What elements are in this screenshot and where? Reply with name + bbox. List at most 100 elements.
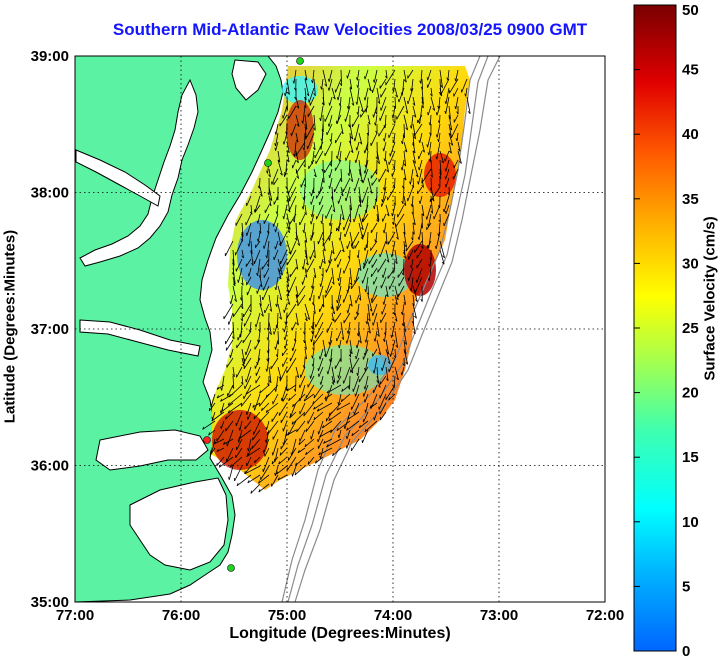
velocity-arrow <box>307 411 315 424</box>
velocity-arrow <box>390 339 396 357</box>
velocity-arrow <box>319 348 324 360</box>
velocity-arrow <box>349 348 352 358</box>
velocity-arrow <box>262 456 270 472</box>
velocity-arrow <box>363 249 369 266</box>
velocity-arrow <box>393 213 396 225</box>
velocity-arrow <box>347 411 360 420</box>
velocity-arrow-head <box>341 217 345 221</box>
velocity-arrow <box>398 87 405 103</box>
velocity-arrow <box>236 366 243 378</box>
velocity-arrow <box>321 213 324 224</box>
velocity-arrow <box>326 123 333 136</box>
velocity-arrow <box>411 258 414 269</box>
x-tick-label: 76:00 <box>162 607 200 624</box>
velocity-arrow-head <box>327 123 330 127</box>
velocity-arrow-head <box>417 236 420 240</box>
velocity-arrow <box>261 258 270 270</box>
station-marker-2 <box>264 159 272 167</box>
velocity-arrow-head <box>306 93 310 97</box>
velocity-arrow <box>211 438 216 454</box>
velocity-arrow-head <box>278 243 282 247</box>
velocity-arrow <box>346 240 351 249</box>
velocity-arrow <box>397 267 405 278</box>
velocity-arrow-head <box>213 441 217 445</box>
plot-frame <box>74 55 606 603</box>
velocity-arrow-head <box>319 265 321 270</box>
colorbar-tick-label: 20 <box>682 385 699 402</box>
velocity-arrow-head <box>376 219 379 223</box>
velocity-arrow <box>291 438 297 456</box>
velocity-arrow <box>322 231 333 247</box>
velocity-arrow <box>277 474 288 481</box>
velocity-arrow-head <box>295 266 299 270</box>
velocity-arrow-head <box>438 184 441 188</box>
velocity-arrow <box>216 384 225 390</box>
velocity-arrow <box>232 249 235 266</box>
velocity-arrow-head <box>230 464 232 468</box>
velocity-arrow-head <box>245 232 248 236</box>
velocity-arrow <box>372 312 378 326</box>
velocity-arrow <box>383 222 387 234</box>
velocity-arrow <box>210 393 216 407</box>
velocity-arrow <box>326 384 342 394</box>
velocity-arrow <box>216 429 225 442</box>
velocity-arrow <box>331 267 335 285</box>
velocity-arrow-head <box>305 262 309 266</box>
velocity-arrow-head <box>447 192 450 196</box>
velocity-arrow-head <box>220 398 223 402</box>
velocity-arrow-head <box>350 351 353 355</box>
velocity-arrow <box>358 186 362 203</box>
velocity-arrow <box>228 312 234 325</box>
velocity-arrow <box>216 393 225 399</box>
velocity-arrow-head <box>310 325 313 329</box>
velocity-arrow-head <box>296 375 300 378</box>
velocity-arrow <box>374 330 378 342</box>
velocity-arrow-head <box>253 416 256 420</box>
velocity-arrow <box>330 348 333 363</box>
velocity-arrow-head <box>216 448 219 452</box>
velocity-arrow-head <box>363 262 365 266</box>
velocity-arrow-head <box>319 434 322 438</box>
velocity-arrow <box>253 411 261 420</box>
velocity-arrow-head <box>364 76 366 80</box>
velocity-arrow <box>312 357 315 367</box>
velocity-arrow <box>380 312 387 323</box>
velocity-arrow-head <box>338 282 341 287</box>
velocity-arrow <box>411 195 414 207</box>
velocity-arrow <box>362 267 369 284</box>
velocity-arrow-head <box>244 470 248 474</box>
velocity-arrow <box>304 168 306 187</box>
velocity-arrow <box>465 87 468 97</box>
velocity-arrow-head <box>310 436 312 440</box>
velocity-arrow <box>266 240 270 259</box>
velocity-arrow-head <box>239 297 243 301</box>
velocity-arrow <box>426 222 432 230</box>
velocity-arrow <box>382 213 387 222</box>
velocity-arrow <box>367 78 372 91</box>
velocity-arrow <box>247 447 252 456</box>
velocity-arrow <box>378 393 387 410</box>
velocity-arrow <box>385 384 396 400</box>
velocity-arrow <box>397 204 405 218</box>
velocity-arrow <box>427 132 432 148</box>
velocity-arrow-head <box>293 87 297 91</box>
velocity-arrow <box>305 123 315 140</box>
x-tick-label: 75:00 <box>268 607 306 624</box>
velocity-arrow <box>340 393 351 403</box>
velocity-arrow <box>300 366 306 378</box>
velocity-arrow <box>438 132 441 142</box>
velocity-arrow <box>271 456 279 465</box>
velocity-arrow <box>271 168 279 185</box>
velocity-arrow <box>307 456 315 465</box>
velocity-arrow-head <box>269 198 273 201</box>
x-axis-label: Longitude (Degrees:Minutes) <box>229 625 451 642</box>
velocity-arrow-head <box>321 273 324 277</box>
velocity-arrow <box>275 222 279 233</box>
velocity-arrow <box>235 447 243 459</box>
velocity-arrow <box>271 411 279 422</box>
velocity-arrow <box>292 339 297 352</box>
velocity-arrow-head <box>323 261 326 264</box>
velocity-arrow-head <box>279 172 283 176</box>
velocity-arrow <box>356 303 360 315</box>
chesapeake-bay <box>79 78 199 267</box>
